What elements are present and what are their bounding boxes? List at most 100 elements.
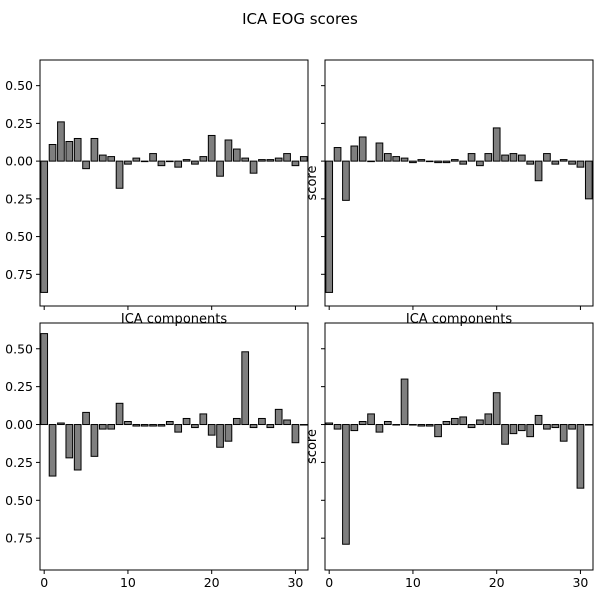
bar-component-26 [258,159,266,162]
bar-component-6 [375,424,384,433]
bar-component-14 [157,424,166,427]
y-tick-label: 0.50 [5,493,33,508]
bar-component-15 [450,417,459,426]
bar-component-21 [216,424,224,448]
bar-component-26 [258,417,266,426]
bar-component-27 [266,159,275,162]
bar-component-3 [350,145,359,162]
bar-component-13 [149,153,157,162]
bar-component-1 [48,424,57,477]
y-tick-label: 0.50 [5,78,33,93]
bar-component-22 [224,424,233,442]
bar-component-12 [140,424,149,427]
bar-component-11 [132,424,141,427]
bar-component-16 [174,424,183,433]
axes-frame [324,59,594,307]
bar-component-5 [367,160,375,163]
bar-component-8 [107,424,116,430]
bar-component-0 [325,160,334,293]
bar-component-18 [476,160,484,167]
bar-component-17 [467,424,476,429]
bar-component-30 [291,160,300,167]
bar-component-25 [249,160,258,174]
bar-component-15 [165,420,174,426]
bar-component-28 [559,159,568,162]
bar-component-29 [568,160,576,165]
bar-component-16 [174,160,183,168]
bar-component-12 [425,160,434,163]
bar-component-7 [98,154,107,162]
bar-component-20 [207,134,216,162]
bar-component-30 [576,424,585,489]
axes-frame [39,59,309,307]
bar-component-18 [476,419,484,426]
y-tick-label: 0.75 [5,267,33,282]
bar-component-5 [82,411,90,426]
y-axis-label: score [305,166,320,201]
bar-component-30 [576,160,585,168]
bar-component-7 [98,424,107,430]
x-tick-label: 30 [287,575,303,590]
bar-component-1 [48,144,57,162]
bar-component-31 [584,424,593,426]
bar-component-14 [157,160,166,167]
bar-component-26 [543,424,551,430]
bar-component-29 [283,419,291,426]
bar-component-29 [568,424,576,430]
bar-component-27 [266,424,275,429]
bar-component-11 [417,424,426,427]
bar-component-6 [90,137,99,162]
bar-component-0 [40,160,49,293]
bar-component-23 [232,417,241,426]
bar-component-4 [73,137,82,162]
bar-component-7 [383,420,392,426]
y-tick-label: 0.25 [5,191,33,206]
bar-component-23 [517,154,526,162]
bar-component-9 [400,157,409,162]
bar-component-19 [199,413,208,426]
bar-component-23 [232,148,241,162]
bar-component-4 [358,136,367,162]
bar-component-24 [241,157,250,162]
x-tick-label: 0 [325,575,333,590]
figure-title: ICA EOG scores [242,10,358,28]
bar-component-22 [509,424,518,435]
bar-component-25 [249,424,258,429]
bar-component-27 [551,424,560,429]
bar-component-31 [299,156,308,162]
bar-component-24 [526,160,535,165]
bar-component-31 [584,160,593,200]
y-tick-label: 0.25 [5,455,33,470]
bar-component-17 [182,159,191,162]
bar-component-24 [241,351,250,426]
bar-component-31 [299,424,308,426]
bar-component-16 [459,160,468,165]
bar-component-15 [450,159,459,162]
bar-component-10 [409,160,417,164]
bar-component-2 [57,422,65,426]
bar-component-8 [392,424,401,426]
bar-component-22 [509,153,518,162]
panel-bottom-left: 0.50 0.25 0.00 0.25 0.50 0.75 0 10 20 30 [5,322,309,590]
bar-component-28 [274,408,283,426]
bar-component-3 [65,140,74,162]
bar-component-29 [283,153,291,162]
bar-component-20 [492,392,501,426]
x-tick-label: 10 [120,575,136,590]
bar-component-11 [417,159,426,162]
bar-component-26 [543,153,551,162]
bar-component-2 [342,424,350,545]
bar-component-6 [375,142,384,162]
bar-component-5 [367,413,375,426]
y-tick-label: 0.75 [5,531,33,546]
bar-component-3 [350,424,359,432]
y-tick-label: 0.50 [5,229,33,244]
bar-component-22 [224,139,233,162]
bar-component-8 [392,156,401,162]
bar-component-20 [207,424,216,436]
bar-component-13 [434,424,442,438]
bar-component-4 [358,420,367,426]
bar-component-7 [383,153,392,162]
